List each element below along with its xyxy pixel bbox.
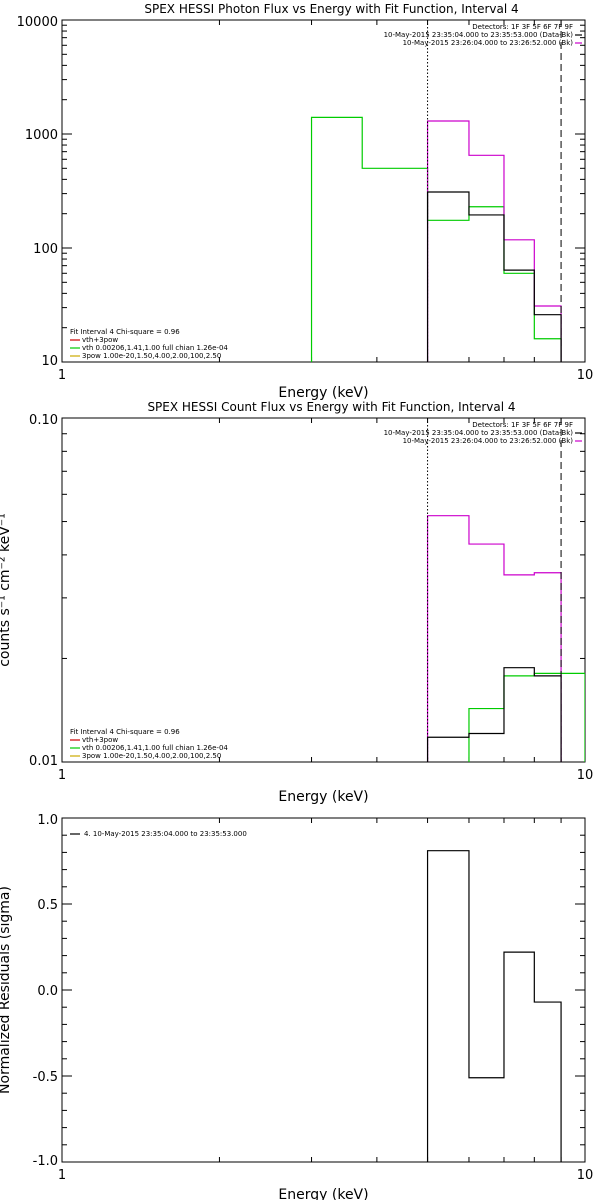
y-tick-label: 0.0 [37,984,58,999]
chart-title: SPEX HESSI Photon Flux vs Energy with Fi… [144,2,518,16]
y-tick-label: -0.5 [33,1070,58,1085]
legend-entry: 10-May-2015 23:35:04.000 to 23:35:53.000… [384,31,574,39]
legend-entry: Detectors: 1F 3F 5F 6F 7F 9F [472,421,573,429]
series-histogram-1 [310,116,562,362]
y-axis-label: Normalized Residuals (sigma) [0,886,13,1094]
x-tick-label: 1 [58,368,66,383]
y-tick-label: 100 [33,242,58,257]
series-histogram-2 [468,672,585,762]
y-tick-label: 0.5 [37,898,58,913]
plot-frame [61,417,586,763]
x-tick-label: 1 [58,768,66,783]
legend-entry: 10-May-2015 23:26:04.000 to 23:26:52.000… [403,437,574,445]
x-tick-label: 10 [577,768,594,783]
x-axis-label: Energy (keV) [278,789,368,805]
chart-panel-1: SPEX HESSI Photon Flux vs Energy with Fi… [17,2,594,401]
x-tick-label: 10 [577,368,594,383]
x-tick-label: 1 [58,1168,66,1183]
y-tick-label: -1.0 [33,1154,58,1169]
series-histogram-3 [426,191,562,362]
plot-frame [61,817,586,1163]
data-layer [426,850,562,1162]
y-tick-label: 0.10 [29,413,58,428]
y-tick-label: 0.01 [29,754,58,769]
data-layer [310,116,562,362]
y-tick-label: 10000 [17,15,58,30]
chart-panel-2: SPEX HESSI Count Flux vs Energy with Fit… [0,400,593,805]
legend-entry: Fit Interval 4 Chi-square = 0.96 [70,328,180,336]
legend-entry: vth 0.00206,1.41,1.00 full chian 1.26e-0… [82,344,228,352]
legend-entry: vth 0.00206,1.41,1.00 full chian 1.26e-0… [82,744,228,752]
y-axis-label: counts s⁻¹ cm⁻² keV⁻¹ [0,513,13,667]
legend-entry: 4. 10-May-2015 23:35:04.000 to 23:35:53.… [84,830,247,838]
series-histogram-3 [426,667,562,762]
legend-entry: 3pow 1.00e-20,1.50,4.00,2.00,100,2.50 [82,752,221,760]
chart-title: SPEX HESSI Count Flux vs Energy with Fit… [147,400,515,414]
legend-entry: vth+3pow [82,336,118,344]
plot-frame [61,19,586,363]
x-tick-label: 10 [577,1168,594,1183]
legend-entry: 10-May-2015 23:26:04.000 to 23:26:52.000… [403,39,574,47]
series-histogram-1 [426,850,562,1162]
x-axis-label: Energy (keV) [278,1187,368,1200]
series-histogram-2 [426,120,562,362]
legend-entry: Fit Interval 4 Chi-square = 0.96 [70,728,180,736]
series-histogram-1 [426,515,562,762]
legend-entry: 10-May-2015 23:35:04.000 to 23:35:53.000… [384,429,574,437]
legend-entry: vth+3pow [82,736,118,744]
legend-entry: Detectors: 1F 3F 5F 6F 7F 9F [472,23,573,31]
legend-entry: 3pow 1.00e-20,1.50,4.00,2.00,100,2.50 [82,352,221,360]
y-tick-label: 1000 [25,128,58,143]
x-axis-label: Energy (keV) [278,385,368,401]
data-layer [426,515,585,762]
chart-panel-3: 1 10 Energy (keV) -1.0 -0.5 0.0 0.5 1.0 Normaliz… [0,813,593,1200]
y-tick-label: 1.0 [37,813,58,828]
y-tick-label: 10 [41,354,58,369]
